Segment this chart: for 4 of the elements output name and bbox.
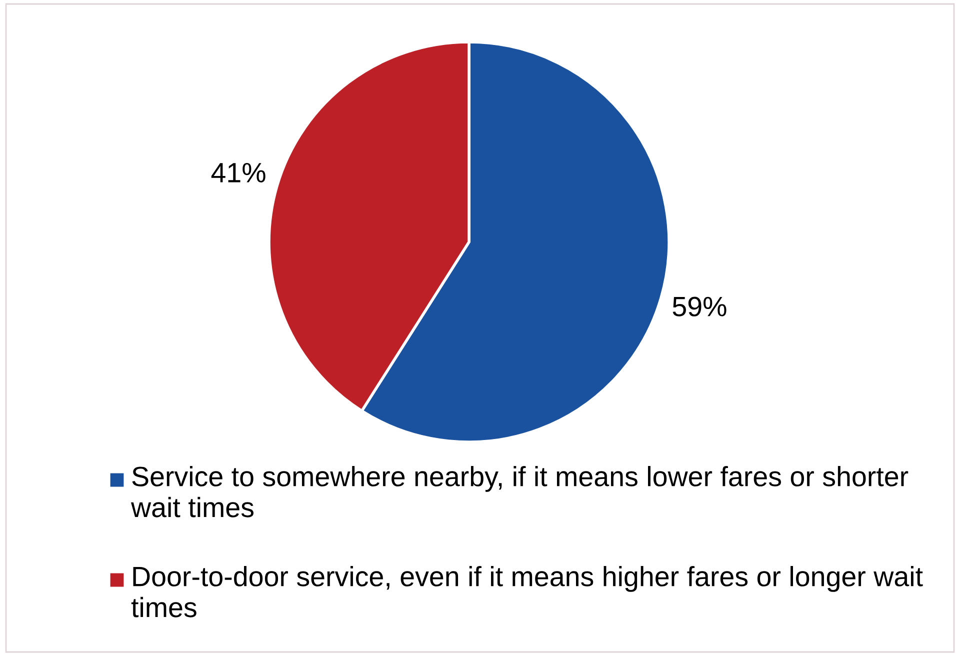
data-label: 41% xyxy=(211,162,266,182)
data-label: 59% xyxy=(672,296,726,316)
legend-label: Door-to-door service, even if it means higher fares or longer wait times xyxy=(131,566,923,618)
legend-label: Service to somewhere nearby, if it means lower fares or shorter wait times xyxy=(130,466,908,518)
